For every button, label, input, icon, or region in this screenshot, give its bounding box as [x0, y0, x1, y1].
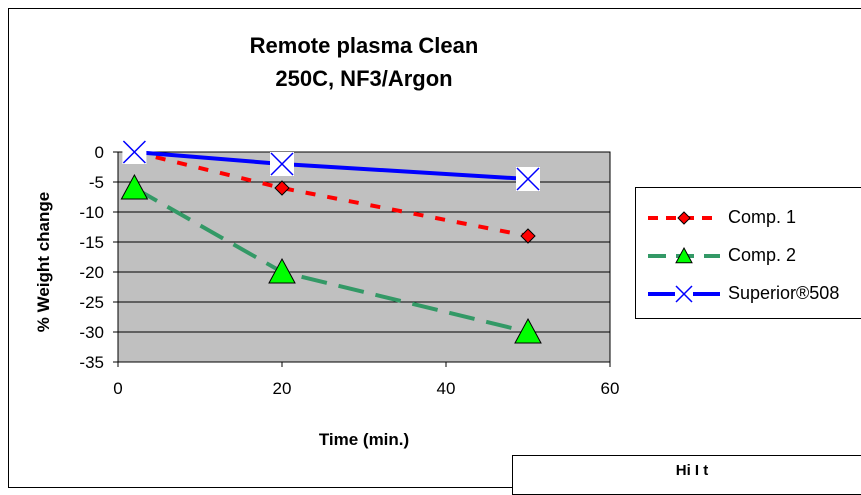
- y-tick-label: -20: [79, 263, 104, 282]
- legend-marker-comp-2: [675, 246, 693, 264]
- data-point-comp-2: [514, 317, 542, 344]
- secondary-chart-frame: Hi I t: [512, 455, 861, 495]
- legend-label-comp-1: Comp. 1: [728, 207, 797, 227]
- legend: [635, 187, 861, 319]
- y-tick-label: -25: [79, 293, 104, 312]
- chart-title-line-2: 250C, NF3/Argon: [275, 66, 453, 91]
- data-point-superior: [516, 167, 540, 191]
- marker-stroke: [270, 152, 294, 176]
- data-point-comp-1: [520, 228, 536, 244]
- legend-label-superior: Superior®508: [728, 283, 840, 303]
- series-line-comp-1: [133, 150, 529, 238]
- legend-marker-superior: [675, 285, 693, 303]
- y-axis-label: % Weight change: [34, 191, 53, 333]
- x-axis-label: Time (min.): [318, 430, 410, 449]
- x-tick-label: 20: [273, 379, 292, 398]
- y-tick-label: -30: [79, 323, 104, 342]
- x-tick-label: 40: [437, 379, 456, 398]
- marker-stroke: [516, 167, 540, 191]
- data-point-comp-1: [274, 180, 290, 196]
- x-tick-label: 60: [601, 379, 620, 398]
- line-chart: 0 -5 -10 -15 -20 -25 -30 -35 0 20 40 60: [79, 140, 720, 398]
- marker-stroke: [122, 140, 146, 164]
- data-point-superior: [122, 140, 147, 164]
- secondary-chart-title: Hi I t: [675, 462, 709, 479]
- data-point-superior: [270, 152, 294, 176]
- y-tick-label: -5: [89, 173, 104, 192]
- data-point-comp-2: [268, 257, 296, 284]
- data-point-comp-2: [120, 173, 149, 200]
- chart-title-line-1: Remote plasma Clean: [249, 33, 479, 58]
- y-tick-label: -15: [79, 233, 104, 252]
- y-tick-label: -10: [79, 203, 104, 222]
- legend-marker-comp-1: [677, 211, 691, 225]
- y-tick-label: -35: [79, 353, 104, 372]
- y-tick-label: 0: [95, 143, 104, 162]
- marker-stroke: [675, 285, 693, 303]
- x-tick-label: 0: [113, 379, 122, 398]
- legend-label-comp-2: Comp. 2: [728, 245, 797, 265]
